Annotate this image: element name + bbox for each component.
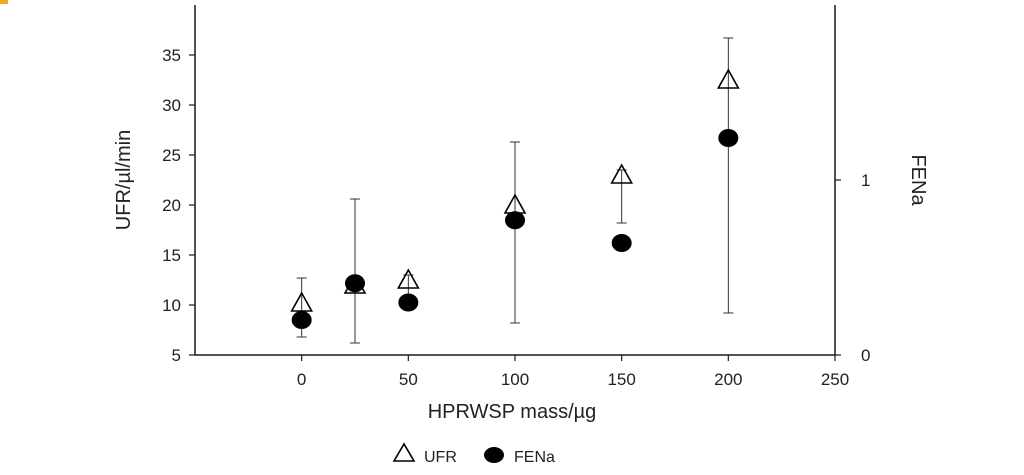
ufr-point-0 <box>290 291 314 312</box>
fena-point-1 <box>345 274 365 293</box>
y-tick-label-3: 20 <box>162 196 181 215</box>
x-ticks: 0 50 100 150 200 250 <box>297 355 849 389</box>
x-tick-label-4: 200 <box>714 370 742 389</box>
error-bars <box>296 37 734 344</box>
y-tick-label-5: 30 <box>162 96 181 115</box>
ufr-point-5 <box>716 68 740 89</box>
x-axis-label: HPRWSP mass/µg <box>428 401 597 423</box>
legend-fena-label: FENa <box>514 449 555 466</box>
y-ticks: 5 10 15 20 25 30 35 <box>162 46 195 365</box>
y-tick-label-2: 15 <box>162 246 181 265</box>
x-tick-label-0: 0 <box>297 370 306 389</box>
ufr-point-1 <box>343 273 367 294</box>
y-axis-label: UFR/µl/min <box>113 130 135 230</box>
legend-ufr-marker <box>392 442 416 462</box>
ufr-point-4 <box>610 163 634 184</box>
y-tick-label-0: 5 <box>172 346 181 365</box>
y-tick-label-1: 10 <box>162 296 181 315</box>
x-tick-label-1: 50 <box>399 370 418 389</box>
y2-tick-label-0: 0 <box>861 346 870 365</box>
y-tick-label-6: 35 <box>162 46 181 65</box>
legend-fena-marker <box>484 447 504 463</box>
legend: UFR FENa <box>392 442 555 466</box>
fena-point-4 <box>611 234 632 252</box>
fena-point-0 <box>291 311 312 329</box>
legend-ufr-label: UFR <box>424 449 457 466</box>
y2-tick-label-1: 1 <box>861 171 870 190</box>
y2-axis-label: FENa <box>907 154 929 206</box>
corner-accent <box>0 0 8 4</box>
x-tick-label-3: 150 <box>607 370 635 389</box>
x-tick-label-2: 100 <box>501 370 529 389</box>
ufr-point-3 <box>503 193 527 214</box>
fena-series <box>291 129 739 329</box>
ufr-point-2 <box>396 268 420 289</box>
x-tick-label-5: 250 <box>821 370 849 389</box>
ufr-series <box>290 68 740 312</box>
fena-point-2 <box>398 293 419 312</box>
y2-ticks: 01 <box>835 171 870 365</box>
y-tick-label-4: 25 <box>162 146 181 165</box>
fena-point-3 <box>505 211 525 230</box>
fena-point-5 <box>718 129 739 147</box>
